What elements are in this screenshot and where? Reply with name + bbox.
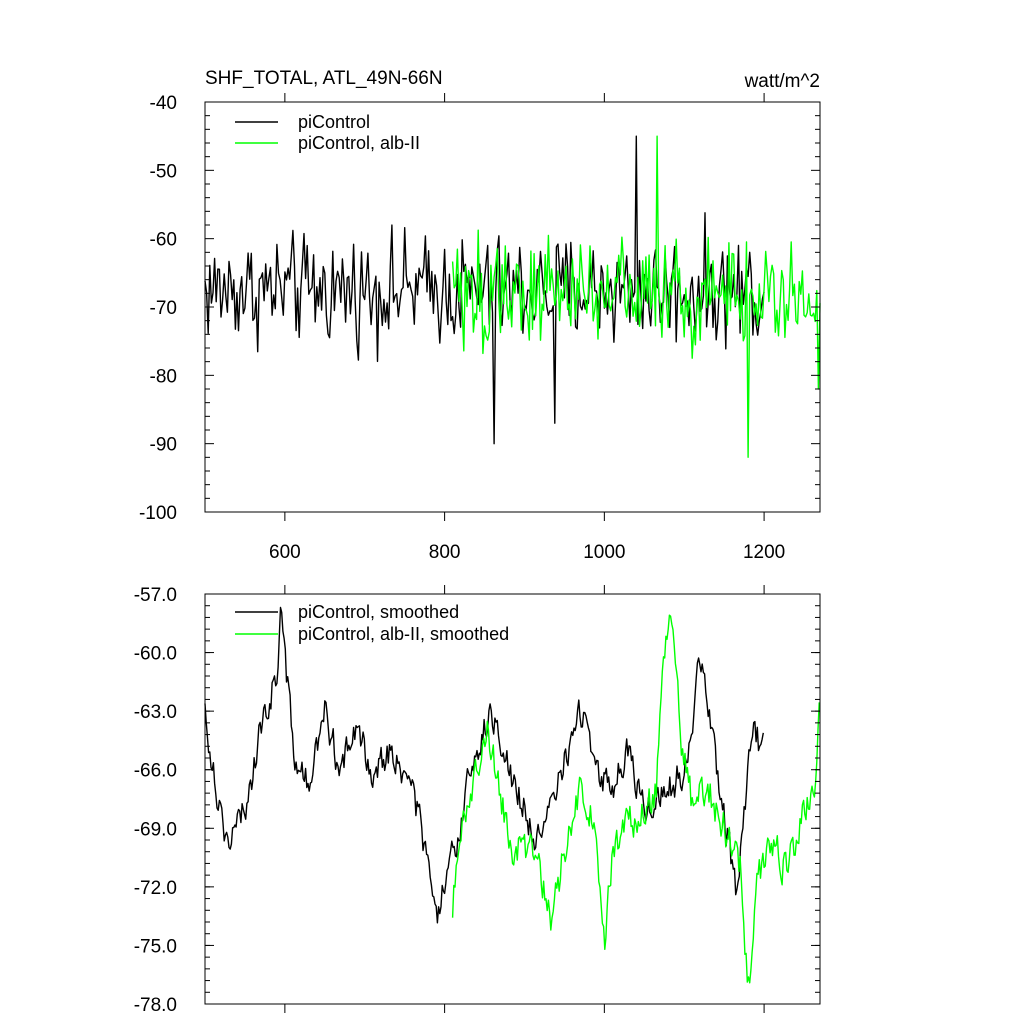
top-series-group (204, 135, 821, 458)
bottom-panel: -57.0 -60.0 -63.0 -66.0 -69.0 -72.0 -75.0 -78.0… (134, 585, 821, 1016)
y-tick-label: -63.0 (134, 702, 177, 723)
legend-label-picontrol-smoothed: piControl, smoothed (298, 602, 459, 622)
series-line-picontrol-alb-ii (451, 135, 821, 458)
y-tick-label: -80 (150, 366, 177, 387)
x-tick-label: 600 (269, 542, 301, 563)
legend-label-alb-ii: piControl, alb-II (298, 133, 420, 153)
series-line-picontrol-alb-ii-smoothed (451, 614, 820, 984)
y-tick-label: -66.0 (134, 761, 177, 782)
panel-title: SHF_TOTAL, ATL_49N-66N (205, 68, 443, 89)
y-tick-label: -90 (150, 435, 177, 456)
y-tick-label: -78.0 (134, 995, 177, 1016)
y-tick-label: -75.0 (134, 936, 177, 957)
y-tick-label: -50 (150, 161, 177, 182)
bottom-plot-frame (204, 593, 821, 1005)
x-tick-label: 800 (429, 542, 461, 563)
top-ticks-group: -40 -50 -60 -70 -80 -90 -100 600 800 1000 1200 (139, 93, 820, 563)
legend-label-picontrol: piControl (298, 112, 370, 132)
legend-label-alb-ii-smoothed: piControl, alb-II, smoothed (298, 624, 509, 644)
x-tick-label: 1200 (743, 542, 785, 563)
units-label: watt/m^2 (744, 71, 820, 92)
bottom-series-group (204, 606, 820, 984)
bottom-ticks-group: -57.0 -60.0 -63.0 -66.0 -69.0 -72.0 -75.0 -78.0 (134, 585, 820, 1016)
x-tick-label: 1000 (583, 542, 625, 563)
top-legend: piControl piControl, alb-II (235, 112, 420, 153)
y-tick-label: -69.0 (134, 819, 177, 840)
y-tick-label: -72.0 (134, 878, 177, 899)
series-line-picontrol-smoothed (204, 606, 764, 924)
y-tick-label: -60 (150, 230, 177, 251)
y-tick-label: -60.0 (134, 644, 177, 665)
y-tick-label: -40 (150, 93, 177, 114)
y-tick-label: -100 (139, 503, 177, 524)
top-panel: SHF_TOTAL, ATL_49N-66N watt/m^2 -40 -50 -6… (139, 68, 821, 563)
y-tick-label: -70 (150, 298, 177, 319)
bottom-legend: piControl, smoothed piControl, alb-II, s… (235, 602, 509, 644)
y-tick-label: -57.0 (134, 585, 177, 606)
